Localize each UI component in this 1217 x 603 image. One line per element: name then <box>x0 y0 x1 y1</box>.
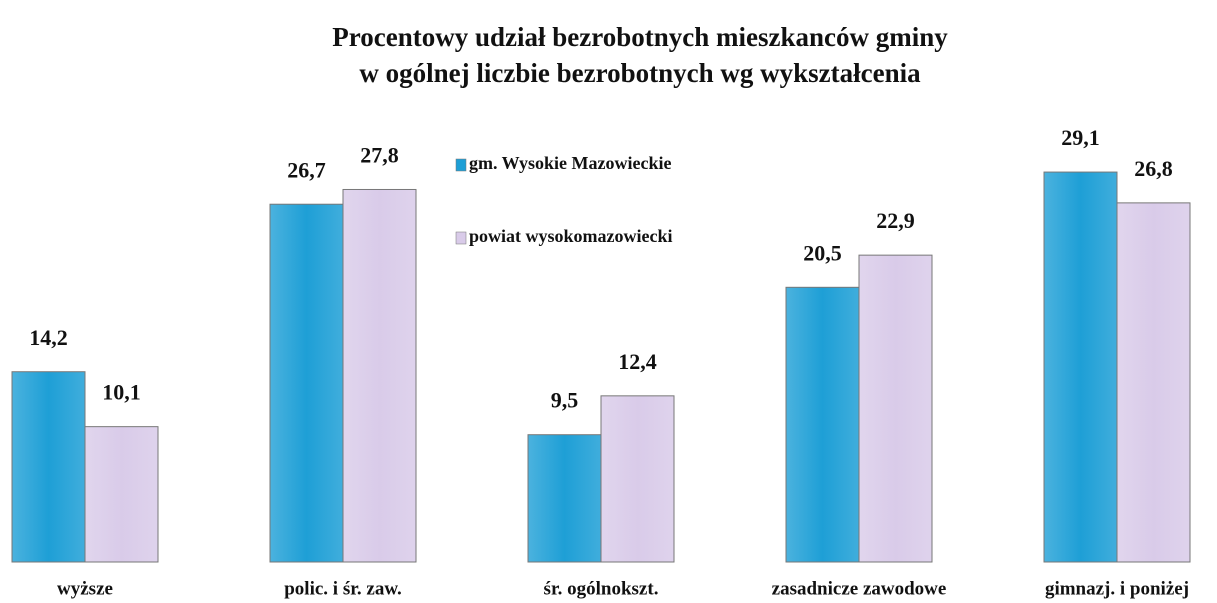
bar <box>1043 171 1118 563</box>
data-label: 20,5 <box>803 240 842 265</box>
legend-label: powiat wysokomazowiecki <box>469 226 673 246</box>
data-label: 26,7 <box>287 157 326 182</box>
bar <box>600 395 675 563</box>
chart-title: Procentowy udział bezrobotnych mieszkanc… <box>332 22 948 52</box>
legend-swatch <box>455 231 467 245</box>
bar <box>1116 202 1191 563</box>
bar <box>342 188 417 563</box>
bar <box>785 286 860 563</box>
data-label: 9,5 <box>551 388 579 413</box>
data-label: 29,1 <box>1061 125 1100 150</box>
data-label: 27,8 <box>360 143 399 168</box>
x-tick-label: śr. ogólnokszt. <box>544 578 659 599</box>
x-tick-label: zasadnicze zawodowe <box>772 578 947 599</box>
x-tick-label: gimnazj. i poniżej <box>1045 578 1189 599</box>
bar <box>11 371 86 563</box>
data-label: 14,2 <box>29 325 68 350</box>
bar <box>527 434 602 563</box>
chart-title: w ogólnej liczbie bezrobotnych wg wykszt… <box>359 58 921 88</box>
legend-swatch <box>455 158 467 172</box>
x-tick-label: polic. i śr. zaw. <box>284 578 402 599</box>
legend-label: gm. Wysokie Mazowieckie <box>469 153 671 173</box>
data-label: 26,8 <box>1134 156 1173 181</box>
bar <box>269 203 344 563</box>
data-label: 12,4 <box>618 349 657 374</box>
bar <box>84 426 159 563</box>
data-label: 10,1 <box>102 380 141 405</box>
bar <box>858 254 933 563</box>
data-label: 22,9 <box>876 208 915 233</box>
x-tick-label: wyższe <box>57 578 113 599</box>
